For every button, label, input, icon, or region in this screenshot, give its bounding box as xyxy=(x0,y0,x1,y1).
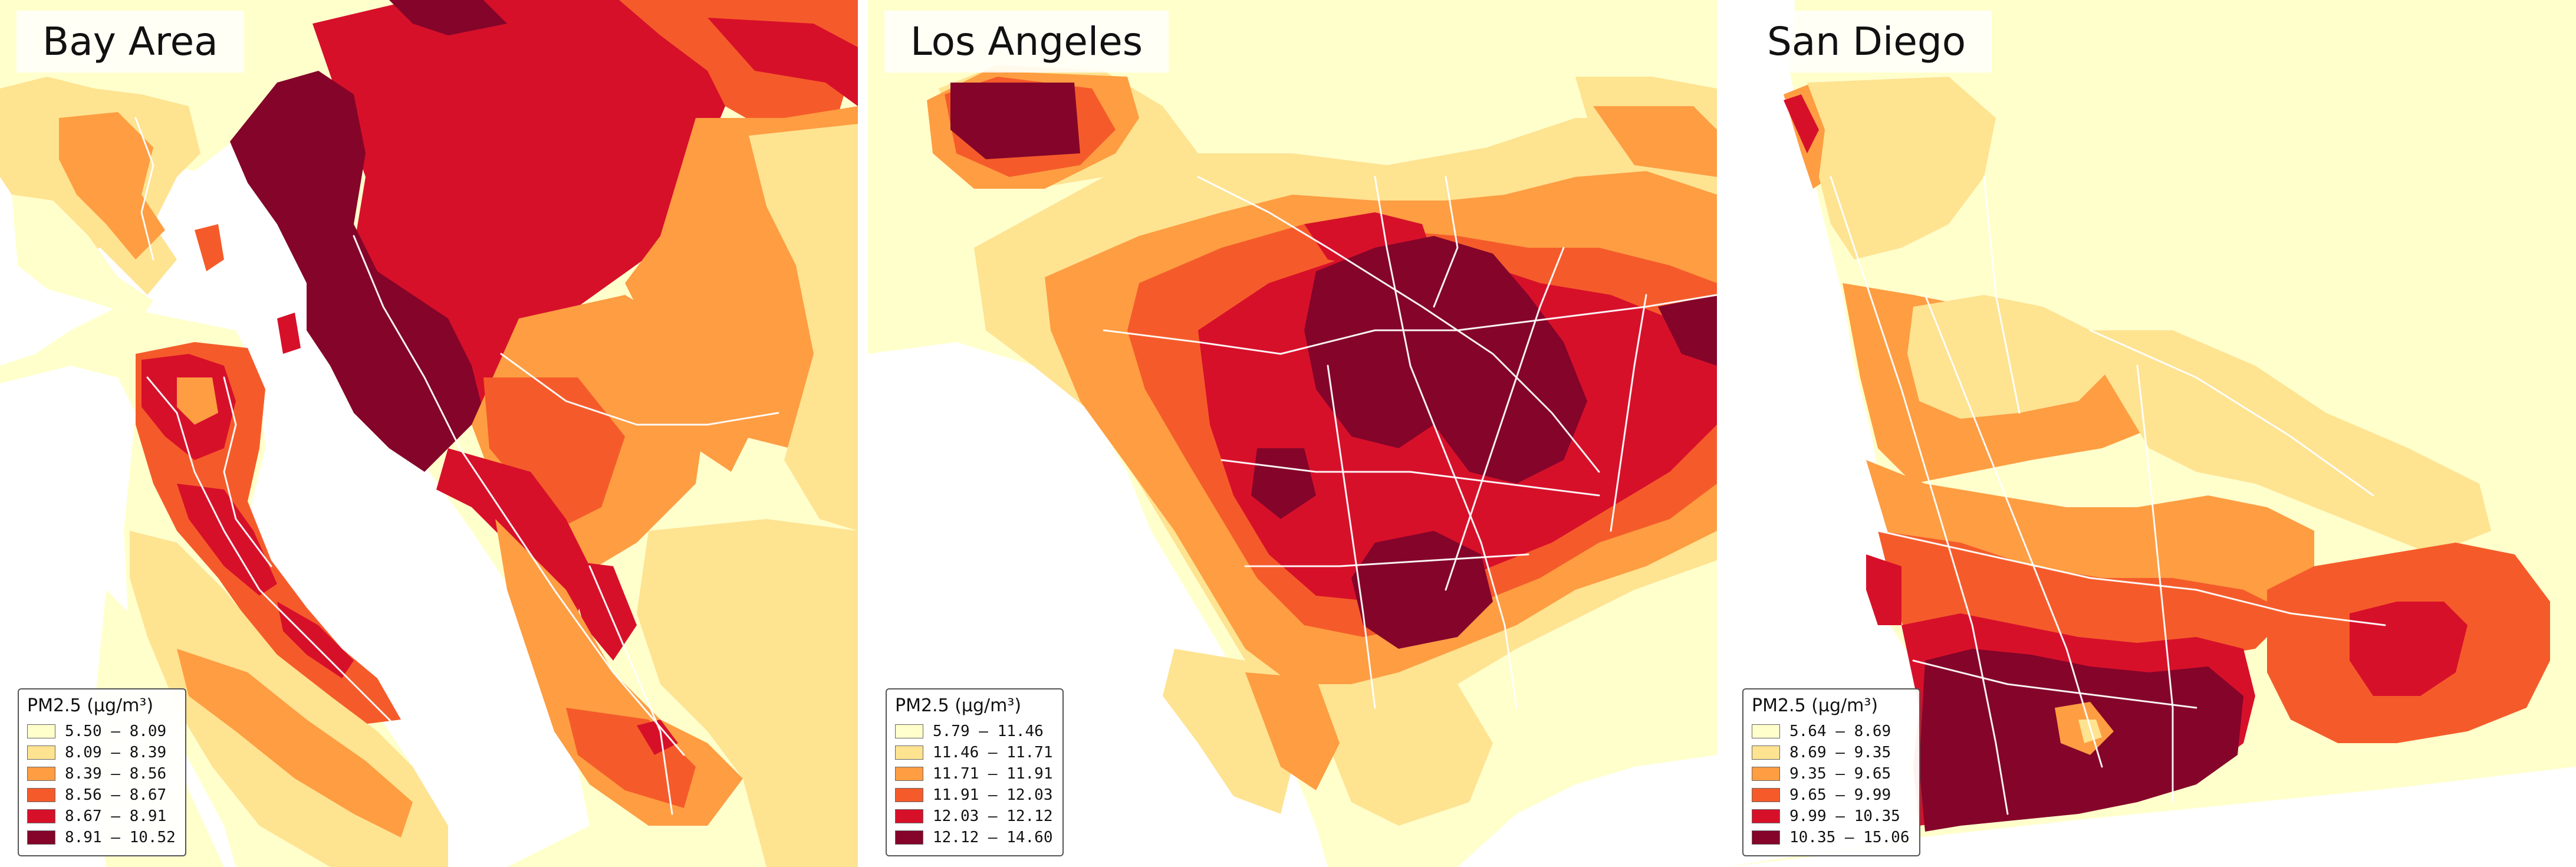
legend-entry: 11.46 – 11.71 xyxy=(895,742,1053,763)
legend-entry: 8.09 – 8.39 xyxy=(27,742,176,763)
legend-label: 11.91 – 12.03 xyxy=(933,786,1053,804)
legend-swatch xyxy=(895,809,923,823)
legend-label: 8.67 – 8.91 xyxy=(65,807,167,825)
legend: PM2.5 (µg/m³) 5.64 – 8.69 8.69 – 9.35 9.… xyxy=(1742,688,1920,856)
legend-entry: 8.39 – 8.56 xyxy=(27,763,176,784)
legend-swatch xyxy=(895,746,923,760)
legend-entry: 5.64 – 8.69 xyxy=(1752,721,1910,742)
legend-entry: 8.69 – 9.35 xyxy=(1752,742,1910,763)
legend-label: 5.64 – 8.69 xyxy=(1789,722,1891,740)
legend-entry: 8.91 – 10.52 xyxy=(27,827,176,848)
panel-title: Los Angeles xyxy=(884,11,1169,73)
los-angeles-map xyxy=(868,0,1717,867)
legend: PM2.5 (µg/m³) 5.79 – 11.46 11.46 – 11.71… xyxy=(886,688,1064,856)
legend-label: 8.09 – 8.39 xyxy=(65,744,167,761)
legend-label: 8.56 – 8.67 xyxy=(65,786,167,804)
map-panel-san-diego[interactable]: San Diego PM2.5 (µg/m³) 5.64 – 8.69 8.69… xyxy=(1725,0,2576,867)
legend-entry: 9.65 – 9.99 xyxy=(1752,784,1910,806)
legend-title: PM2.5 (µg/m³) xyxy=(1752,695,1878,716)
legend-swatch xyxy=(27,830,55,845)
legend-swatch xyxy=(895,788,923,802)
legend-entry: 12.12 – 14.60 xyxy=(895,827,1053,848)
legend-title: PM2.5 (µg/m³) xyxy=(895,695,1022,716)
legend-label: 12.03 – 12.12 xyxy=(933,807,1053,825)
legend-entry: 11.71 – 11.91 xyxy=(895,763,1053,784)
legend-swatch xyxy=(27,746,55,760)
panel-title: San Diego xyxy=(1741,11,1992,73)
legend-label: 5.50 – 8.09 xyxy=(65,722,167,740)
legend-label: 9.35 – 9.65 xyxy=(1789,765,1891,783)
legend-entry: 8.67 – 8.91 xyxy=(27,806,176,827)
legend-swatch xyxy=(895,767,923,781)
legend-label: 9.65 – 9.99 xyxy=(1789,786,1891,804)
legend-label: 8.39 – 8.56 xyxy=(65,765,167,783)
legend-swatch xyxy=(27,788,55,802)
legend-label: 11.46 – 11.71 xyxy=(933,744,1053,761)
legend-label: 12.12 – 14.60 xyxy=(933,829,1053,846)
bay-area-map xyxy=(0,0,858,867)
legend-entry: 9.35 – 9.65 xyxy=(1752,763,1910,784)
legend-entry: 12.03 – 12.12 xyxy=(895,806,1053,827)
legend-swatch xyxy=(1752,809,1780,823)
legend-swatch xyxy=(895,830,923,845)
map-panel-bay-area[interactable]: Bay Area PM2.5 (µg/m³) 5.50 – 8.09 8.09 … xyxy=(0,0,858,867)
legend: PM2.5 (µg/m³) 5.50 – 8.09 8.09 – 8.39 8.… xyxy=(18,688,186,856)
legend-swatch xyxy=(27,724,55,738)
legend-entry: 5.79 – 11.46 xyxy=(895,721,1053,742)
map-panel-los-angeles[interactable]: Los Angeles PM2.5 (µg/m³) 5.79 – 11.46 1… xyxy=(868,0,1717,867)
legend-swatch xyxy=(895,724,923,738)
legend-swatch xyxy=(1752,724,1780,738)
legend-entry: 5.50 – 8.09 xyxy=(27,721,176,742)
legend-swatch xyxy=(27,767,55,781)
legend-swatch xyxy=(1752,746,1780,760)
san-diego-map xyxy=(1725,0,2576,867)
legend-swatch xyxy=(1752,788,1780,802)
legend-title: PM2.5 (µg/m³) xyxy=(27,695,154,716)
legend-label: 11.71 – 11.91 xyxy=(933,765,1053,783)
legend-label: 8.91 – 10.52 xyxy=(65,829,176,846)
legend-swatch xyxy=(1752,830,1780,845)
legend-entry: 11.91 – 12.03 xyxy=(895,784,1053,806)
legend-swatch xyxy=(1752,767,1780,781)
panel-title: Bay Area xyxy=(17,11,244,73)
legend-entry: 9.99 – 10.35 xyxy=(1752,806,1910,827)
legend-label: 8.69 – 9.35 xyxy=(1789,744,1891,761)
legend-label: 10.35 – 15.06 xyxy=(1789,829,1910,846)
legend-entry: 8.56 – 8.67 xyxy=(27,784,176,806)
legend-label: 9.99 – 10.35 xyxy=(1789,807,1900,825)
legend-entry: 10.35 – 15.06 xyxy=(1752,827,1910,848)
legend-label: 5.79 – 11.46 xyxy=(933,722,1044,740)
legend-swatch xyxy=(27,809,55,823)
